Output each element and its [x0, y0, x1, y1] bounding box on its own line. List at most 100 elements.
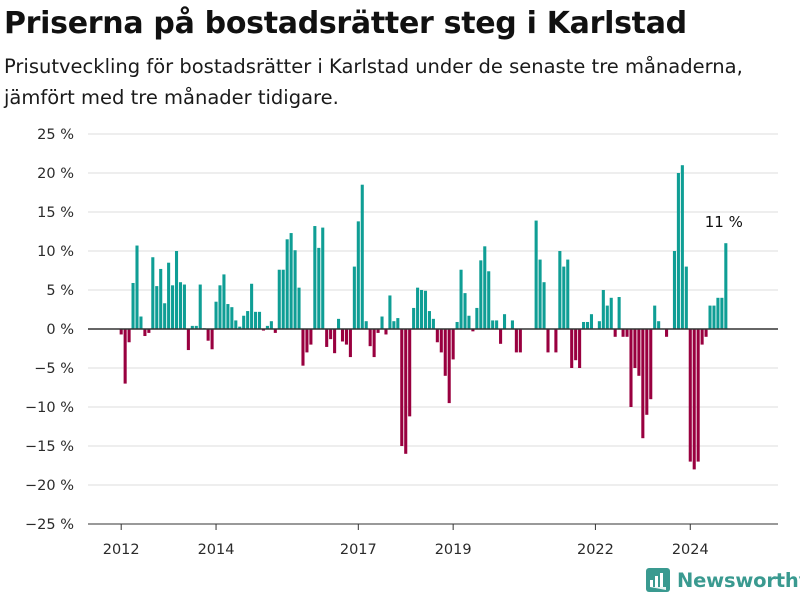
- x-tick-label: 2022: [577, 542, 614, 558]
- y-tick-label: 0 %: [46, 322, 74, 338]
- bar: [210, 329, 214, 350]
- bar: [333, 329, 337, 354]
- bar: [582, 321, 586, 329]
- bar: [293, 250, 297, 329]
- bar: [218, 285, 222, 329]
- bar: [368, 329, 372, 347]
- bar-series: [119, 165, 728, 470]
- bar: [250, 283, 254, 329]
- bar: [574, 329, 578, 361]
- bar: [716, 297, 720, 329]
- bar: [459, 269, 463, 329]
- bar: [289, 233, 293, 329]
- bar: [585, 321, 590, 329]
- bar: [439, 329, 443, 353]
- bar: [420, 290, 424, 329]
- y-tick-label: 10 %: [37, 244, 74, 260]
- bar: [479, 260, 483, 329]
- bar: [708, 305, 712, 329]
- x-tick-label: 2019: [435, 542, 472, 558]
- bar: [309, 329, 313, 345]
- bar: [562, 266, 566, 329]
- bar: [230, 307, 234, 329]
- bar: [542, 282, 546, 329]
- x-tick-label: 2024: [672, 542, 709, 558]
- bar: [234, 320, 238, 329]
- bar: [174, 251, 179, 329]
- bar: [246, 311, 250, 329]
- bar: [704, 329, 708, 337]
- y-tick-label: −5 %: [34, 361, 74, 377]
- bar: [376, 329, 380, 333]
- bar: [423, 290, 428, 329]
- newsworthy-brand: Newsworthy: [646, 568, 800, 592]
- bar: [340, 329, 345, 342]
- bar: [657, 321, 661, 329]
- bar: [305, 329, 309, 353]
- y-tick-label: −25 %: [25, 517, 74, 533]
- bar: [502, 314, 507, 329]
- bar: [724, 243, 728, 329]
- bar: [123, 329, 127, 384]
- bar: [404, 329, 408, 454]
- bar: [171, 285, 175, 329]
- bar: [700, 329, 704, 345]
- bar: [629, 329, 633, 407]
- bar: [645, 329, 649, 415]
- bar: [194, 325, 198, 329]
- bar: [491, 320, 495, 329]
- bar: [510, 320, 514, 329]
- bar: [688, 329, 692, 462]
- bar: [297, 287, 301, 329]
- bar: [633, 329, 637, 368]
- bar: [463, 293, 467, 329]
- x-tick-label: 2012: [103, 542, 140, 558]
- bar: [143, 329, 147, 337]
- bar: [127, 329, 131, 343]
- y-tick-label: 15 %: [37, 205, 74, 221]
- bar: [566, 259, 570, 329]
- bar: [380, 316, 384, 329]
- bar: [139, 316, 143, 329]
- bar: [558, 251, 562, 329]
- bar: [467, 315, 471, 329]
- bar: [325, 329, 329, 347]
- bar: [408, 329, 412, 417]
- axes: 25 % 20 % 15 % 10 % 5 % 0 % −5 % −10 % −15 % −20 …: [25, 127, 778, 558]
- bar: [388, 295, 392, 329]
- bar: [570, 329, 574, 368]
- bar: [680, 165, 684, 329]
- bar: [435, 329, 439, 343]
- bar: [416, 287, 420, 329]
- bar: [222, 274, 226, 329]
- bar: [605, 305, 609, 329]
- bar: [384, 329, 388, 335]
- bar: [538, 259, 542, 329]
- bar: [159, 268, 163, 329]
- bar: [396, 318, 400, 329]
- chart-subtitle: Prisutveckling för bostadsrätter i Karls…: [4, 55, 743, 109]
- bar: [329, 329, 333, 340]
- bar: [131, 282, 135, 329]
- y-tick-label: 20 %: [37, 166, 74, 182]
- bar: [352, 266, 356, 329]
- bar: [301, 329, 305, 366]
- bar: [613, 329, 617, 337]
- bar: [356, 221, 360, 329]
- bar: [601, 290, 605, 329]
- y-tick-label: 5 %: [46, 283, 74, 299]
- bar: [475, 307, 479, 329]
- bar: [617, 297, 621, 329]
- bar: [427, 311, 431, 329]
- y-tick-label: −10 %: [25, 400, 74, 416]
- bar: [151, 257, 155, 329]
- bar: [348, 329, 352, 358]
- bar: [285, 239, 289, 329]
- bar: [712, 305, 716, 329]
- bar: [649, 329, 653, 400]
- bar: [238, 326, 242, 329]
- bar: [155, 286, 159, 329]
- y-tick-label: −15 %: [25, 439, 74, 455]
- bar: [514, 329, 518, 353]
